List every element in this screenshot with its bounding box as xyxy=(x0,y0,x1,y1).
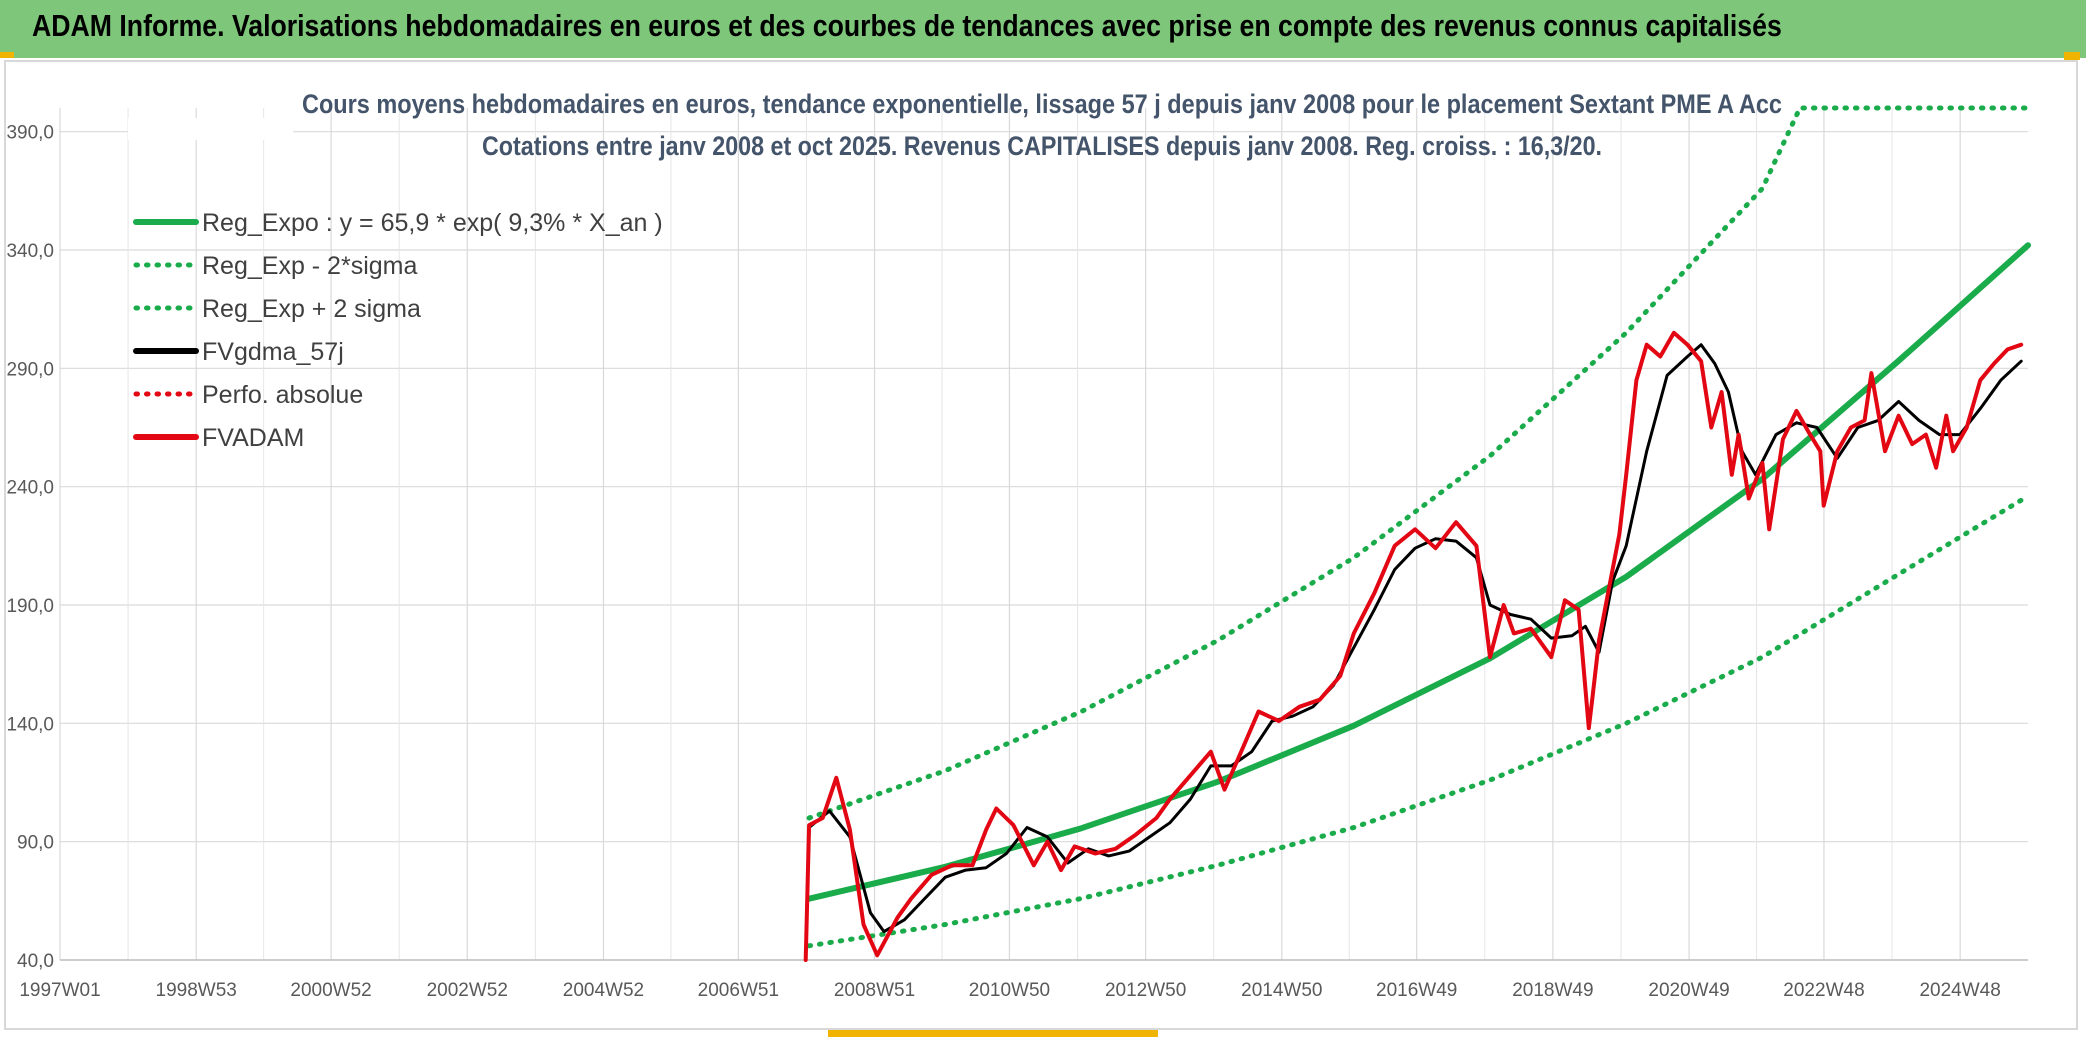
legend-label: FVgdma_57j xyxy=(202,338,344,366)
y-tick-label: 190,0 xyxy=(6,596,54,617)
legend-label: Perfo. absolue xyxy=(202,381,363,409)
x-tick-label: 2014W50 xyxy=(1241,980,1322,1001)
chart-title: Cours moyens hebdomadaires en euros, ten… xyxy=(302,89,1782,119)
x-tick-label: 2004W52 xyxy=(563,980,644,1001)
legend-label: Reg_Expo : y = 65,9 * exp( 9,3% * X_an ) xyxy=(202,209,663,237)
legend-label: FVADAM xyxy=(202,424,304,452)
series-line-fvadam xyxy=(803,330,2024,962)
x-tick-label: 2020W49 xyxy=(1648,980,1729,1001)
y-tick-label: 340,0 xyxy=(6,241,54,262)
y-tick-label: 290,0 xyxy=(6,359,54,380)
x-tick-label: 2000W52 xyxy=(290,980,371,1001)
x-tick-label: 1998W53 xyxy=(156,980,237,1001)
grid-lines xyxy=(59,108,2028,961)
report-title: ADAM Informe. Valorisations hebdomadaire… xyxy=(32,8,1782,43)
y-tick-label: 240,0 xyxy=(6,478,54,499)
x-tick-label: 2008W51 xyxy=(834,980,915,1001)
series-line-fvgdma-57j xyxy=(807,343,2023,934)
legend-label: Reg_Exp + 2 sigma xyxy=(202,295,421,323)
x-tick-label: 1997W01 xyxy=(19,980,100,1001)
corner-marker-left xyxy=(0,52,14,58)
x-tick-label: 2018W49 xyxy=(1512,980,1593,1001)
corner-marker-right xyxy=(2064,52,2080,60)
y-tick-label: 390,0 xyxy=(6,123,54,144)
x-tick-label: 2010W50 xyxy=(969,980,1050,1001)
series-layer xyxy=(803,105,2031,962)
y-tick-label: 90,0 xyxy=(17,833,54,854)
x-tick-label: 2012W50 xyxy=(1105,980,1186,1001)
series-line-reg-expo-y-65-9-exp-9-3- xyxy=(806,242,2031,902)
legend: Reg_Expo : y = 65,9 * exp( 9,3% * X_an )… xyxy=(133,209,663,452)
legend-label: Reg_Exp - 2*sigma xyxy=(202,252,417,280)
legend-background xyxy=(128,118,293,140)
series-line-reg-exp-2-sigma xyxy=(806,105,2031,821)
x-tick-label: 2006W51 xyxy=(698,980,779,1001)
y-axis: 40,0 90,0 140,0 190,0 240,0 290,0 340,0 390,0 xyxy=(6,123,54,972)
x-tick-label: 2002W52 xyxy=(427,980,508,1001)
x-tick-label: 2016W49 xyxy=(1376,980,1457,1001)
series-line-reg-exp-2-sigma xyxy=(806,493,2031,949)
corner-marker-bottom xyxy=(828,1030,1158,1037)
y-tick-label: 140,0 xyxy=(6,714,54,735)
y-tick-label: 40,0 xyxy=(17,951,54,972)
x-tick-label: 2022W48 xyxy=(1783,980,1864,1001)
chart-subtitle: Cotations entre janv 2008 et oct 2025. R… xyxy=(482,131,1602,161)
report-banner: ADAM Informe. Valorisations hebdomadaire… xyxy=(0,0,2086,58)
x-tick-label: 2024W48 xyxy=(1919,980,2000,1001)
x-axis: 1997W01 1998W53 2000W52 2002W52 2004W52 2006W… xyxy=(19,980,2001,1001)
